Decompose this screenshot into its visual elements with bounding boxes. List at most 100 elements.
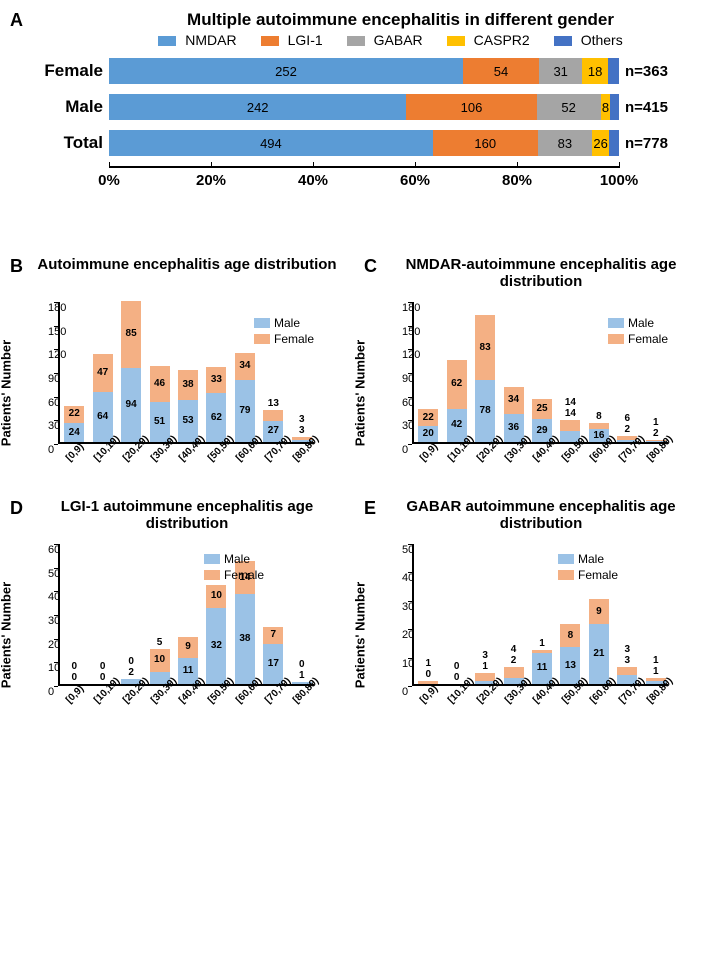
y-tick-label: 0: [48, 686, 54, 698]
bar-value-female: 3: [299, 414, 305, 425]
panel-label: E: [364, 498, 384, 540]
bar-segment: 160: [433, 130, 538, 156]
bar-value-male: 21: [593, 648, 604, 659]
xaxis-tick-label: 40%: [298, 172, 328, 189]
xaxis-tick-label: 20%: [196, 172, 226, 189]
y-tick-label: 0: [402, 686, 408, 698]
y-tick-label: 90: [48, 373, 60, 385]
bar-value-male: 3: [299, 425, 305, 436]
bar-segment-female: [263, 410, 283, 420]
bar-value-female: 1: [653, 417, 659, 428]
xaxis-tick-label: 100%: [600, 172, 638, 189]
chart-legend: MaleFemale: [254, 314, 314, 348]
x-tick-label: [0,9): [418, 441, 440, 463]
bar-value-female: 34: [239, 360, 250, 371]
y-tick-label: 20: [402, 629, 414, 641]
xaxis-tick-label: 0%: [98, 172, 120, 189]
bar-value-male: 2: [511, 655, 517, 666]
y-tick-label: 50: [48, 568, 60, 580]
bar-value-female: 83: [480, 342, 491, 353]
row-label: Female: [23, 61, 109, 81]
y-axis-label: Patients' Number: [0, 340, 14, 446]
bar-value-male: 42: [451, 419, 462, 430]
y-axis-label: Patients' Number: [353, 582, 368, 688]
bar-value-female: 0: [299, 659, 305, 670]
bar-segment: 54: [463, 58, 539, 84]
panel-label: D: [10, 498, 30, 540]
bar-value-female: 0: [71, 661, 77, 672]
bar-segment: 252: [109, 58, 463, 84]
bar-value-male: 94: [126, 399, 137, 410]
y-tick-label: 20: [48, 639, 60, 651]
panel-title: NMDAR-autoimmune encephalitis age distri…: [384, 256, 698, 294]
bar-segment-female: [589, 423, 609, 429]
bar-value-male: 1: [299, 670, 305, 681]
panel-c: CNMDAR-autoimmune encephalitis age distr…: [364, 256, 698, 488]
bar-segment: [609, 130, 619, 156]
bar-value-female: 6: [625, 413, 631, 424]
stacked-bar-row: Total4941608326n=778: [23, 130, 698, 156]
bar-value-female: 46: [154, 378, 165, 389]
y-tick-label: 30: [402, 601, 414, 613]
legend-swatch: [558, 554, 574, 564]
legend-label: NMDAR: [185, 32, 236, 48]
y-tick-label: 120: [48, 349, 66, 361]
bar-value-male: 27: [268, 425, 279, 436]
bar-value-female: 34: [508, 394, 519, 405]
legend-label: GABAR: [374, 32, 423, 48]
legend-label: Female: [274, 332, 314, 346]
xaxis-tick-label: 60%: [400, 172, 430, 189]
bar-segment-female: [532, 650, 552, 653]
legend-label: Female: [224, 568, 264, 582]
bar-segment: [608, 58, 619, 84]
legend-label: Others: [581, 32, 623, 48]
bar-segment-female: [504, 667, 524, 678]
x-tick-label: [0,9): [418, 683, 440, 705]
legend-swatch: [608, 334, 624, 344]
bar-segment: 8: [601, 94, 611, 120]
bar-segment-female: [418, 681, 438, 684]
legend-label: CASPR2: [474, 32, 530, 48]
panel-title: Autoimmune encephalitis age distribution: [30, 256, 344, 294]
bar-value-male: 36: [508, 422, 519, 433]
y-tick-label: 30: [48, 615, 60, 627]
bar-segment: 18: [582, 58, 607, 84]
y-tick-label: 60: [48, 397, 60, 409]
bar-value-female: 22: [423, 412, 434, 423]
bar-value-female: 33: [211, 374, 222, 385]
bar-value-male: 2: [128, 667, 134, 678]
stacked-bar-row: Male242106528n=415: [23, 94, 698, 120]
legend-swatch: [608, 318, 624, 328]
legend-label: Male: [578, 552, 604, 566]
chart-legend: MaleFemale: [204, 550, 264, 584]
y-tick-label: 60: [48, 544, 60, 556]
bar-value-female: 1: [425, 658, 431, 669]
legend-label: Female: [578, 568, 618, 582]
bar-segment: 494: [109, 130, 433, 156]
panel-a-xaxis: 0%20%40%60%80%100%: [109, 166, 619, 202]
y-tick-label: 0: [48, 444, 54, 456]
bar-value-male: 64: [97, 411, 108, 422]
y-tick-label: 120: [402, 349, 420, 361]
bar-segment-female: [617, 667, 637, 676]
y-tick-label: 180: [402, 302, 420, 314]
bar-segment: 83: [538, 130, 592, 156]
y-tick-label: 0: [402, 444, 408, 456]
bar-value-male: 79: [239, 405, 250, 416]
bar-value-male: 0: [100, 672, 106, 683]
bar-value-female: 9: [185, 641, 191, 652]
bar-segment: [610, 94, 619, 120]
bar-value-male: 51: [154, 416, 165, 427]
panel-title: LGI-1 autoimmune encephalitis age distri…: [30, 498, 344, 536]
legend-label: Female: [628, 332, 668, 346]
bar-value-female: 10: [154, 654, 165, 665]
bar-value-male: 3: [625, 655, 631, 666]
legend-swatch: [554, 36, 572, 46]
bar-value-female: 3: [482, 650, 488, 661]
bar-value-male: 13: [565, 660, 576, 671]
xaxis-tick-label: 80%: [502, 172, 532, 189]
bar-value-female: 8: [568, 630, 574, 641]
panel-d: DLGI-1 autoimmune encephalitis age distr…: [10, 498, 344, 730]
panel-title: GABAR autoimmune encephalitis age distri…: [384, 498, 698, 536]
legend-swatch: [158, 36, 176, 46]
